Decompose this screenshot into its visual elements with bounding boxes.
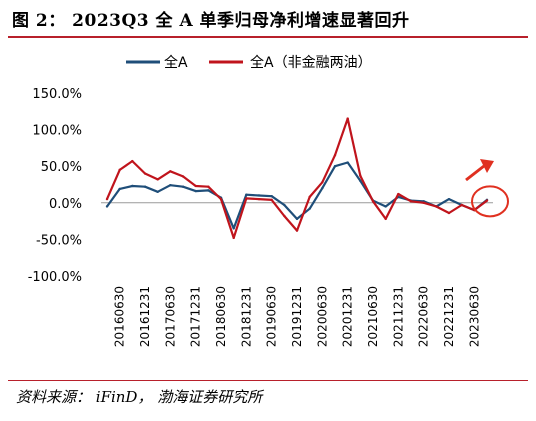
x-tick-label: 20171231 <box>189 286 203 347</box>
data-point <box>257 194 261 197</box>
trend-arrow-shaft <box>465 164 485 182</box>
y-tick-label: -50.0% <box>36 233 82 248</box>
data-point <box>359 179 362 183</box>
data-point <box>181 185 185 188</box>
series-1 <box>105 161 489 230</box>
data-point <box>194 184 197 188</box>
data-point <box>245 197 248 200</box>
data-point <box>232 236 235 240</box>
y-tick-label: 100.0% <box>32 124 82 139</box>
y-tick-label: 0.0% <box>49 197 82 212</box>
data-point <box>118 168 121 172</box>
data-point <box>409 200 413 203</box>
y-tick-label: 150.0% <box>32 87 82 102</box>
x-tick-label: 20180630 <box>214 286 228 347</box>
data-point <box>295 229 299 232</box>
source-note: 资料来源： iFinD， 渤海证券研究所 <box>16 388 263 406</box>
data-point <box>359 174 362 177</box>
annotation-layer <box>465 159 509 218</box>
data-point <box>169 184 172 187</box>
data-point <box>207 189 210 192</box>
data-point <box>447 197 451 201</box>
x-axis: 20160630 20161231 20170630 20171231 20180630… <box>101 202 493 347</box>
data-point <box>321 186 324 190</box>
series-layer <box>105 117 489 240</box>
x-tick-label: 20161231 <box>138 286 152 347</box>
data-point <box>333 154 337 157</box>
data-point <box>131 184 134 188</box>
data-point <box>460 203 463 207</box>
data-point <box>308 195 311 199</box>
legend: 全A 全A（非金融两油） <box>126 54 372 71</box>
line-chart: 全A 全A（非金融两油） 150.0% 100.0% 50.0% 0.0% -50.0% -… <box>28 54 509 347</box>
legend-item-2: 全A（非金融两油） <box>209 54 372 71</box>
data-point <box>346 117 349 120</box>
data-point <box>384 205 387 208</box>
data-point <box>194 189 197 193</box>
source-rule <box>8 380 528 381</box>
x-tick-label: 20160630 <box>113 286 127 347</box>
title-rule <box>8 36 528 38</box>
data-point <box>321 181 324 184</box>
y-axis: 150.0% 100.0% 50.0% 0.0% -50.0% -100.0% <box>28 87 82 285</box>
x-tick-label: 20230630 <box>467 286 481 347</box>
x-tick-label: 20221231 <box>442 286 456 347</box>
data-point <box>270 198 273 202</box>
legend-label: 全A <box>164 54 188 71</box>
data-point <box>397 192 400 196</box>
data-point <box>207 185 210 188</box>
highlight-circle <box>471 185 509 218</box>
data-point <box>118 187 121 191</box>
data-point <box>346 161 349 164</box>
data-point <box>105 205 109 208</box>
trend-arrow-head <box>480 159 494 173</box>
data-point <box>257 197 261 201</box>
data-point <box>105 197 109 201</box>
data-point <box>131 159 134 163</box>
x-tick-label: 20191231 <box>290 286 304 347</box>
data-point <box>435 205 438 208</box>
data-point <box>295 217 299 221</box>
series-2 <box>105 117 489 240</box>
data-point <box>169 170 172 173</box>
x-tick-label: 20220630 <box>417 286 431 347</box>
data-point <box>371 200 375 203</box>
data-point <box>156 178 159 181</box>
x-tick-label: 20201231 <box>341 286 355 347</box>
data-point <box>485 199 489 202</box>
x-tick-label: 20181231 <box>239 286 253 347</box>
data-point <box>232 227 235 230</box>
data-point <box>283 203 286 207</box>
y-tick-label: -100.0% <box>28 270 82 285</box>
y-tick-label: 50.0% <box>41 160 82 175</box>
x-tick-label: 20190630 <box>265 286 279 347</box>
chart-title: 图 2： 2023Q3 全 A 单季归母净利增速显著回升 <box>12 11 410 31</box>
data-point <box>181 175 185 178</box>
data-point <box>447 211 451 215</box>
data-point <box>308 207 311 210</box>
data-point <box>245 193 248 196</box>
data-point <box>156 190 159 194</box>
legend-item-1: 全A <box>126 54 188 71</box>
data-point <box>143 172 147 175</box>
data-point <box>384 217 387 221</box>
data-point <box>143 185 147 188</box>
data-point <box>422 201 425 204</box>
legend-label: 全A（非金融两油） <box>250 54 372 71</box>
data-point <box>270 195 273 198</box>
x-tick-label: 20211231 <box>391 286 405 347</box>
x-tick-label: 20170630 <box>163 286 177 347</box>
data-point <box>333 165 337 168</box>
x-tick-label: 20210630 <box>366 286 380 347</box>
data-point <box>219 197 223 201</box>
x-tick-label: 20200630 <box>315 286 329 347</box>
data-point <box>283 214 286 218</box>
